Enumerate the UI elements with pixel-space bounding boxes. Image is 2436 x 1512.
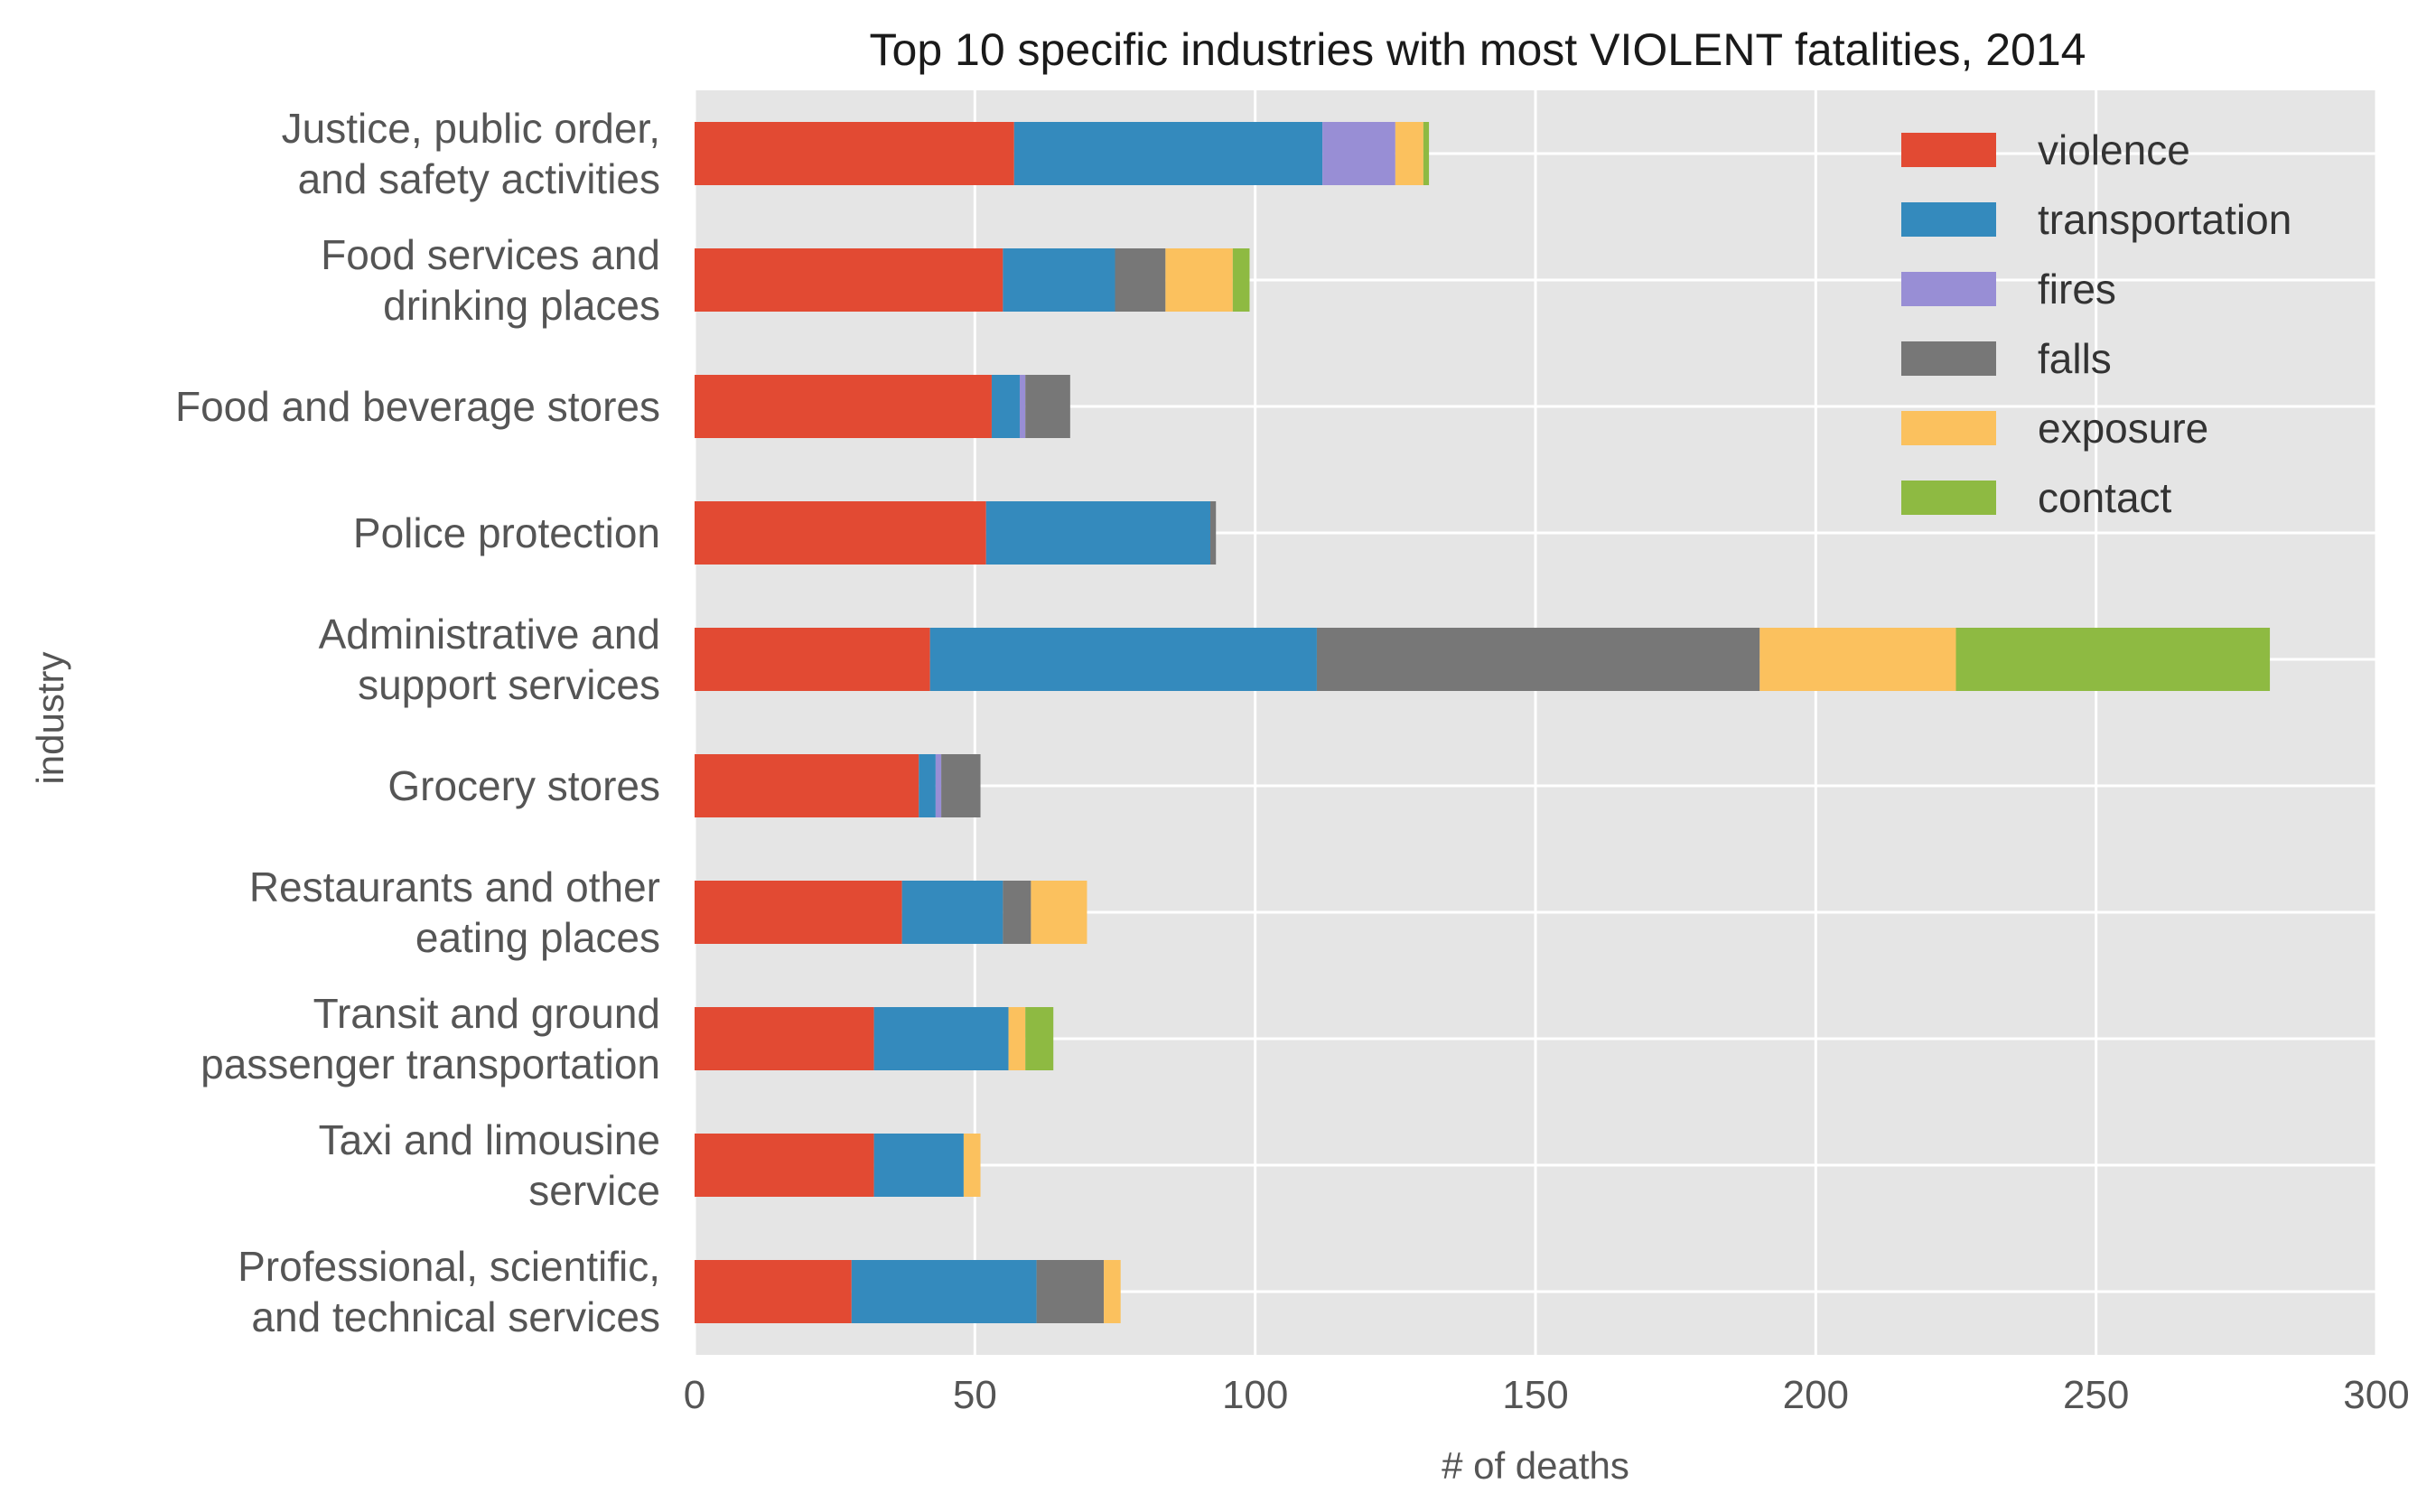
bar-contact-8 bbox=[1232, 248, 1250, 312]
x-tick-label-2: 100 bbox=[1222, 1373, 1288, 1417]
bar-violence-3 bbox=[695, 881, 902, 944]
bar-violence-1 bbox=[695, 1134, 874, 1197]
chart-title: Top 10 specific industries with most VIO… bbox=[870, 24, 2086, 75]
x-tick-label-6: 300 bbox=[2343, 1373, 2409, 1417]
x-tick-label-5: 250 bbox=[2063, 1373, 2129, 1417]
x-tick-label-1: 50 bbox=[953, 1373, 997, 1417]
bar-transportation-1 bbox=[873, 1134, 964, 1197]
y-tick-label-0-1: and technical services bbox=[251, 1293, 660, 1340]
legend-swatch-fires bbox=[1901, 272, 1996, 306]
bar-transportation-8 bbox=[1003, 248, 1115, 312]
y-tick-label-5-0: Administrative and bbox=[319, 611, 660, 658]
y-tick-label-0-0: Professional, scientific, bbox=[238, 1243, 660, 1290]
y-tick-label-8-0: Food services and bbox=[321, 231, 660, 278]
y-tick-label-3-0: Restaurants and other bbox=[249, 863, 660, 910]
legend-swatch-contact bbox=[1901, 481, 1996, 515]
y-tick-label-1-0: Taxi and limousine bbox=[319, 1116, 660, 1163]
bar-fires-7 bbox=[1019, 375, 1026, 438]
y-tick-label-9-1: and safety activities bbox=[298, 155, 660, 202]
y-tick-labels: Professional, scientific,and technical s… bbox=[175, 105, 660, 1340]
bar-contact-9 bbox=[1423, 122, 1430, 185]
legend-label-falls: falls bbox=[2038, 335, 2112, 382]
bar-transportation-5 bbox=[929, 628, 1317, 691]
bar-exposure-1 bbox=[963, 1134, 981, 1197]
x-tick-label-4: 200 bbox=[1783, 1373, 1849, 1417]
bar-transportation-2 bbox=[873, 1007, 1009, 1070]
legend-swatch-violence bbox=[1901, 133, 1996, 167]
bar-fires-4 bbox=[935, 754, 942, 817]
bar-falls-3 bbox=[1003, 881, 1031, 944]
bar-contact-2 bbox=[1025, 1007, 1054, 1070]
bar-violence-7 bbox=[695, 375, 992, 438]
bar-violence-2 bbox=[695, 1007, 874, 1070]
bar-falls-5 bbox=[1316, 628, 1760, 691]
y-tick-label-1-1: service bbox=[528, 1167, 660, 1214]
x-tick-label-3: 150 bbox=[1502, 1373, 1568, 1417]
bar-transportation-6 bbox=[985, 501, 1211, 565]
y-tick-label-9-0: Justice, public order, bbox=[282, 105, 660, 152]
bar-violence-0 bbox=[695, 1260, 852, 1323]
x-tick-label-0: 0 bbox=[684, 1373, 705, 1417]
bar-violence-4 bbox=[695, 754, 919, 817]
bar-falls-0 bbox=[1036, 1260, 1105, 1323]
legend-label-fires: fires bbox=[2038, 266, 2116, 313]
y-tick-label-8-1: drinking places bbox=[383, 282, 660, 329]
y-tick-label-3-1: eating places bbox=[415, 914, 660, 961]
legend-label-violence: violence bbox=[2038, 126, 2190, 173]
y-tick-label-5-1: support services bbox=[358, 661, 660, 708]
bar-exposure-3 bbox=[1031, 881, 1087, 944]
y-tick-label-4-0: Grocery stores bbox=[387, 762, 660, 809]
y-tick-label-7-0: Food and beverage stores bbox=[175, 383, 660, 430]
bar-transportation-4 bbox=[919, 754, 936, 817]
bar-contact-5 bbox=[1955, 628, 2271, 691]
y-tick-label-6-0: Police protection bbox=[353, 509, 660, 556]
bar-transportation-9 bbox=[1013, 122, 1323, 185]
legend-label-transportation: transportation bbox=[2038, 196, 2291, 243]
legend-label-contact: contact bbox=[2038, 474, 2172, 521]
bar-violence-5 bbox=[695, 628, 930, 691]
bar-exposure-2 bbox=[1008, 1007, 1026, 1070]
bar-falls-8 bbox=[1115, 248, 1166, 312]
bar-transportation-0 bbox=[851, 1260, 1037, 1323]
x-axis-label: # of deaths bbox=[1442, 1444, 1629, 1487]
legend-swatch-falls bbox=[1901, 341, 1996, 376]
legend-swatch-transportation bbox=[1901, 202, 1996, 237]
bar-violence-9 bbox=[695, 122, 1014, 185]
y-tick-label-2-1: passenger transportation bbox=[201, 1041, 660, 1087]
legend-label-exposure: exposure bbox=[2038, 405, 2208, 452]
x-tick-labels: 0 50 100 150 200 250 300 bbox=[684, 1373, 2410, 1417]
legend-swatch-exposure bbox=[1901, 411, 1996, 445]
bar-violence-8 bbox=[695, 248, 1003, 312]
bar-fires-9 bbox=[1322, 122, 1395, 185]
bar-falls-4 bbox=[941, 754, 981, 817]
bar-transportation-3 bbox=[901, 881, 1003, 944]
bar-exposure-5 bbox=[1759, 628, 1956, 691]
bar-violence-6 bbox=[695, 501, 986, 565]
bar-transportation-7 bbox=[991, 375, 1020, 438]
bar-falls-7 bbox=[1025, 375, 1070, 438]
bars bbox=[695, 122, 2271, 1323]
legend: violence transportation fires falls exposure… bbox=[1901, 126, 2291, 521]
bar-exposure-8 bbox=[1165, 248, 1233, 312]
y-tick-label-2-0: Transit and ground bbox=[313, 990, 660, 1037]
bar-exposure-9 bbox=[1395, 122, 1423, 185]
y-axis-label: industry bbox=[29, 651, 71, 784]
bar-falls-6 bbox=[1210, 501, 1217, 565]
bar-exposure-0 bbox=[1104, 1260, 1121, 1323]
